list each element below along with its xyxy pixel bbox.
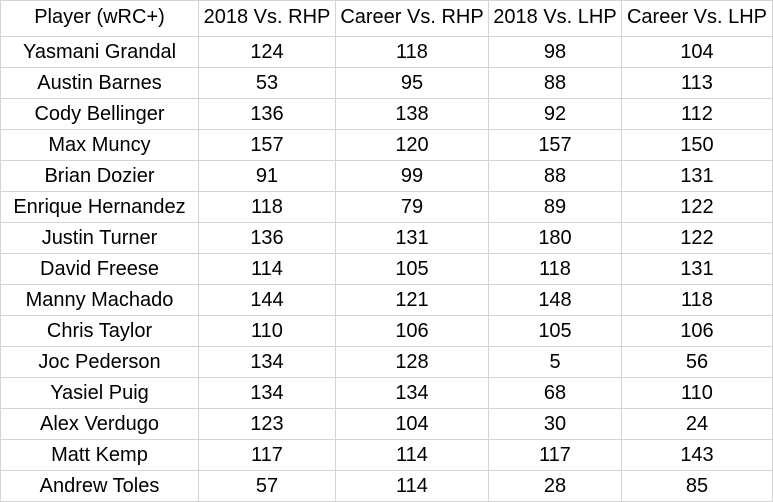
stat-cell: 150 bbox=[621, 129, 773, 161]
column-header: Player (wRC+) bbox=[0, 0, 199, 37]
table-row: Brian Dozier 91 99 88 131 bbox=[0, 160, 773, 192]
stat-cell: 56 bbox=[621, 346, 773, 378]
player-name-cell: Brian Dozier bbox=[0, 160, 199, 192]
header-row: Player (wRC+) 2018 Vs. RHP Career Vs. RHP 2… bbox=[0, 0, 773, 37]
stat-cell: 134 bbox=[198, 346, 336, 378]
stat-cell: 28 bbox=[488, 470, 622, 502]
stat-cell: 136 bbox=[198, 222, 336, 254]
stat-cell: 114 bbox=[335, 439, 489, 471]
table-row: Austin Barnes 53 95 88 113 bbox=[0, 67, 773, 99]
player-name-cell: Chris Taylor bbox=[0, 315, 199, 347]
player-name-cell: Yasmani Grandal bbox=[0, 36, 199, 68]
player-name-cell: Manny Machado bbox=[0, 284, 199, 316]
stat-cell: 91 bbox=[198, 160, 336, 192]
stat-cell: 131 bbox=[335, 222, 489, 254]
stat-cell: 128 bbox=[335, 346, 489, 378]
stat-cell: 131 bbox=[621, 160, 773, 192]
stat-cell: 68 bbox=[488, 377, 622, 409]
player-name-cell: Joc Pederson bbox=[0, 346, 199, 378]
stat-cell: 57 bbox=[198, 470, 336, 502]
stat-cell: 118 bbox=[198, 191, 336, 223]
table-row: Enrique Hernandez 118 79 89 122 bbox=[0, 191, 773, 223]
stat-cell: 131 bbox=[621, 253, 773, 285]
table-row: Chris Taylor 110 106 105 106 bbox=[0, 315, 773, 347]
table-row: Yasiel Puig 134 134 68 110 bbox=[0, 377, 773, 409]
stat-cell: 79 bbox=[335, 191, 489, 223]
stat-cell: 180 bbox=[488, 222, 622, 254]
stat-cell: 104 bbox=[335, 408, 489, 440]
table-row: Joc Pederson 134 128 5 56 bbox=[0, 346, 773, 378]
stat-cell: 30 bbox=[488, 408, 622, 440]
stat-cell: 120 bbox=[335, 129, 489, 161]
stat-cell: 106 bbox=[335, 315, 489, 347]
column-header: Career Vs. RHP bbox=[335, 0, 489, 37]
player-name-cell: Cody Bellinger bbox=[0, 98, 199, 130]
stat-cell: 88 bbox=[488, 160, 622, 192]
stat-cell: 138 bbox=[335, 98, 489, 130]
table-row: Cody Bellinger 136 138 92 112 bbox=[0, 98, 773, 130]
stat-cell: 122 bbox=[621, 191, 773, 223]
stat-cell: 121 bbox=[335, 284, 489, 316]
stat-cell: 105 bbox=[335, 253, 489, 285]
table-row: Max Muncy 157 120 157 150 bbox=[0, 129, 773, 161]
stat-cell: 95 bbox=[335, 67, 489, 99]
stat-cell: 143 bbox=[621, 439, 773, 471]
table-row: Andrew Toles 57 114 28 85 bbox=[0, 470, 773, 502]
stat-cell: 110 bbox=[621, 377, 773, 409]
stat-cell: 122 bbox=[621, 222, 773, 254]
table-row: David Freese 114 105 118 131 bbox=[0, 253, 773, 285]
stat-cell: 134 bbox=[198, 377, 336, 409]
stat-cell: 118 bbox=[488, 253, 622, 285]
stat-cell: 157 bbox=[198, 129, 336, 161]
stat-cell: 98 bbox=[488, 36, 622, 68]
stat-cell: 118 bbox=[621, 284, 773, 316]
stat-cell: 114 bbox=[198, 253, 336, 285]
column-header: 2018 Vs. LHP bbox=[488, 0, 622, 37]
table-row: Yasmani Grandal 124 118 98 104 bbox=[0, 36, 773, 68]
stat-cell: 85 bbox=[621, 470, 773, 502]
player-name-cell: Austin Barnes bbox=[0, 67, 199, 99]
player-name-cell: Alex Verdugo bbox=[0, 408, 199, 440]
stat-cell: 92 bbox=[488, 98, 622, 130]
stat-cell: 88 bbox=[488, 67, 622, 99]
stat-cell: 99 bbox=[335, 160, 489, 192]
column-header: 2018 Vs. RHP bbox=[198, 0, 336, 37]
stat-cell: 106 bbox=[621, 315, 773, 347]
player-name-cell: Yasiel Puig bbox=[0, 377, 199, 409]
stat-cell: 110 bbox=[198, 315, 336, 347]
stat-cell: 114 bbox=[335, 470, 489, 502]
player-name-cell: Max Muncy bbox=[0, 129, 199, 161]
player-name-cell: Enrique Hernandez bbox=[0, 191, 199, 223]
stat-cell: 123 bbox=[198, 408, 336, 440]
table-row: Alex Verdugo 123 104 30 24 bbox=[0, 408, 773, 440]
table-row: Matt Kemp 117 114 117 143 bbox=[0, 439, 773, 471]
stat-cell: 144 bbox=[198, 284, 336, 316]
stat-cell: 148 bbox=[488, 284, 622, 316]
stat-cell: 124 bbox=[198, 36, 336, 68]
stat-cell: 104 bbox=[621, 36, 773, 68]
stat-cell: 117 bbox=[488, 439, 622, 471]
stat-cell: 5 bbox=[488, 346, 622, 378]
stat-cell: 118 bbox=[335, 36, 489, 68]
player-name-cell: Andrew Toles bbox=[0, 470, 199, 502]
player-name-cell: Justin Turner bbox=[0, 222, 199, 254]
stat-cell: 53 bbox=[198, 67, 336, 99]
stat-cell: 113 bbox=[621, 67, 773, 99]
stat-cell: 117 bbox=[198, 439, 336, 471]
player-name-cell: David Freese bbox=[0, 253, 199, 285]
player-name-cell: Matt Kemp bbox=[0, 439, 199, 471]
stat-cell: 157 bbox=[488, 129, 622, 161]
column-header: Career Vs. LHP bbox=[621, 0, 773, 37]
stat-cell: 112 bbox=[621, 98, 773, 130]
stat-cell: 89 bbox=[488, 191, 622, 223]
stat-cell: 136 bbox=[198, 98, 336, 130]
table-row: Justin Turner 136 131 180 122 bbox=[0, 222, 773, 254]
stat-cell: 24 bbox=[621, 408, 773, 440]
stat-cell: 134 bbox=[335, 377, 489, 409]
table-row: Manny Machado 144 121 148 118 bbox=[0, 284, 773, 316]
stat-cell: 105 bbox=[488, 315, 622, 347]
